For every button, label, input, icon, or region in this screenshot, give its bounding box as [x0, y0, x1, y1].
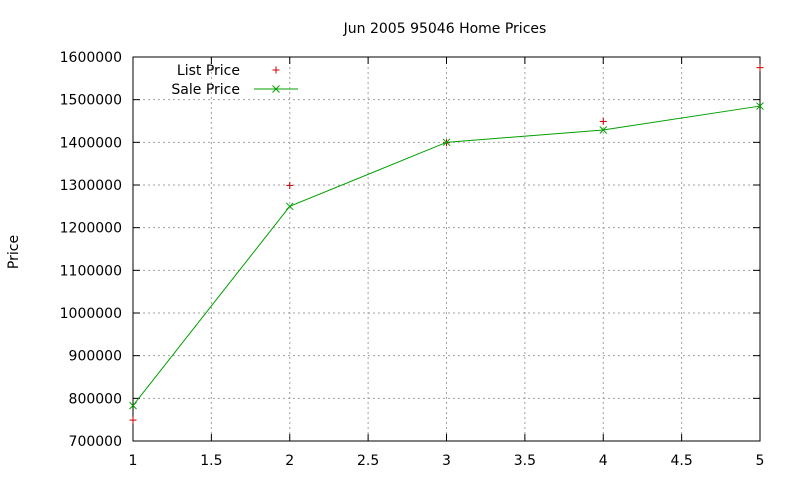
plot-frame [132, 56, 761, 442]
x-tick-label: 2 [285, 453, 294, 469]
x-tick-label: 4.5 [670, 453, 692, 469]
list-price-point [599, 117, 607, 125]
sale-price-point [285, 202, 294, 211]
y-tick-label: 1600000 [60, 50, 122, 66]
x-tick-label: 3 [442, 453, 451, 469]
y-axis-label: Price [6, 235, 22, 269]
sale-price-point [129, 401, 137, 410]
plot-area [129, 64, 764, 424]
y-tick-label: 1400000 [60, 135, 122, 151]
y-tick-label: 1100000 [60, 263, 122, 279]
sale-price-point [756, 102, 764, 110]
x-tick-label: 5 [756, 453, 765, 469]
x-tick-label: 2.5 [357, 453, 379, 469]
chart-title: Jun 2005 95046 Home Prices [343, 21, 547, 37]
list-price-point [129, 416, 137, 424]
x-tick-label: 4 [599, 453, 608, 469]
list-price-point [756, 64, 764, 72]
legend: List Price Sale Price [171, 63, 298, 98]
legend-marker-sale-price [272, 85, 280, 93]
y-tick-label: 1500000 [60, 93, 122, 109]
y-tick-label: 1300000 [60, 178, 122, 194]
y-tick-label: 800000 [69, 391, 122, 407]
y-tick-label: 700000 [69, 434, 122, 450]
legend-label-sale-price: Sale Price [171, 82, 240, 98]
x-tick-label: 3.5 [514, 453, 536, 469]
y-tick-label: 1200000 [60, 221, 122, 237]
sale-price-point [599, 126, 608, 134]
list-price-point [286, 181, 294, 189]
x-tick-label: 1 [129, 453, 138, 469]
y-tick-label: 900000 [69, 349, 122, 365]
legend-label-list-price: List Price [177, 63, 240, 79]
legend-marker-list-price [272, 66, 280, 74]
sale-price-line [132, 105, 761, 406]
axes: 700000 800000 900000 1000000 1100000 1200000 1… [60, 50, 765, 469]
x-tick-label: 1.5 [200, 453, 222, 469]
y-tick-label: 1000000 [60, 306, 122, 322]
grid [133, 57, 760, 441]
sale-price-point [442, 138, 451, 147]
